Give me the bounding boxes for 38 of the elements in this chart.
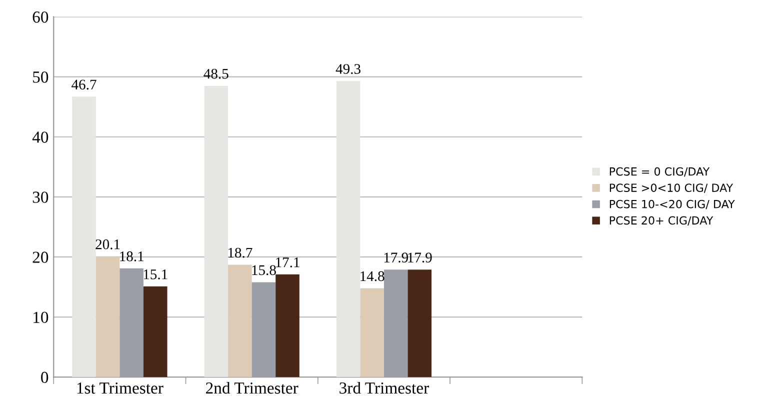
- y-tick-label: 30: [32, 192, 48, 203]
- bar: [336, 81, 360, 378]
- y-tick-label: 60: [32, 11, 48, 23]
- bar: [228, 264, 252, 378]
- data-label: 17.9: [408, 252, 432, 263]
- legend-label: PCSE 20+ CIG/DAY: [610, 216, 714, 226]
- data-label: 18.1: [120, 251, 144, 262]
- bar: [96, 256, 120, 378]
- x-tick-label: 3rd Trimester: [340, 382, 429, 394]
- data-label: 14.8: [360, 271, 384, 282]
- data-label: 20.1: [96, 239, 120, 250]
- legend-label: PCSE 10-<20 CIG/ DAY: [610, 200, 735, 210]
- x-tick-label: 1st Trimester: [77, 382, 164, 394]
- bar: [384, 270, 408, 378]
- y-tick-label: 10: [34, 312, 48, 323]
- bar: [408, 270, 432, 378]
- y-tick-label: 40: [32, 132, 48, 143]
- data-label: 49.3: [336, 64, 360, 74]
- data-label: 46.7: [72, 80, 96, 90]
- y-tick-label: 20: [32, 252, 48, 263]
- y-tick-label: 50: [33, 72, 48, 83]
- x-tick-label: 2nd Trimester: [206, 382, 298, 394]
- bar: [252, 282, 276, 378]
- legend-label: PCSE = 0 CIG/DAY: [610, 167, 710, 177]
- data-label: 15.1: [144, 270, 168, 280]
- data-label: 18.7: [228, 248, 252, 258]
- data-label: 17.1: [276, 258, 300, 268]
- data-label: 15.8: [252, 265, 276, 276]
- data-label: 17.9: [384, 252, 408, 263]
- y-tick-label: 0: [41, 372, 48, 384]
- bar: [204, 86, 228, 378]
- bar: [143, 286, 168, 378]
- legend-label: PCSE >0<10 CIG/ DAY: [610, 184, 734, 193]
- bar: [120, 268, 144, 378]
- bar: [360, 288, 384, 378]
- bar: [276, 274, 300, 378]
- data-label: 48.5: [204, 68, 228, 79]
- bar: [72, 96, 96, 378]
